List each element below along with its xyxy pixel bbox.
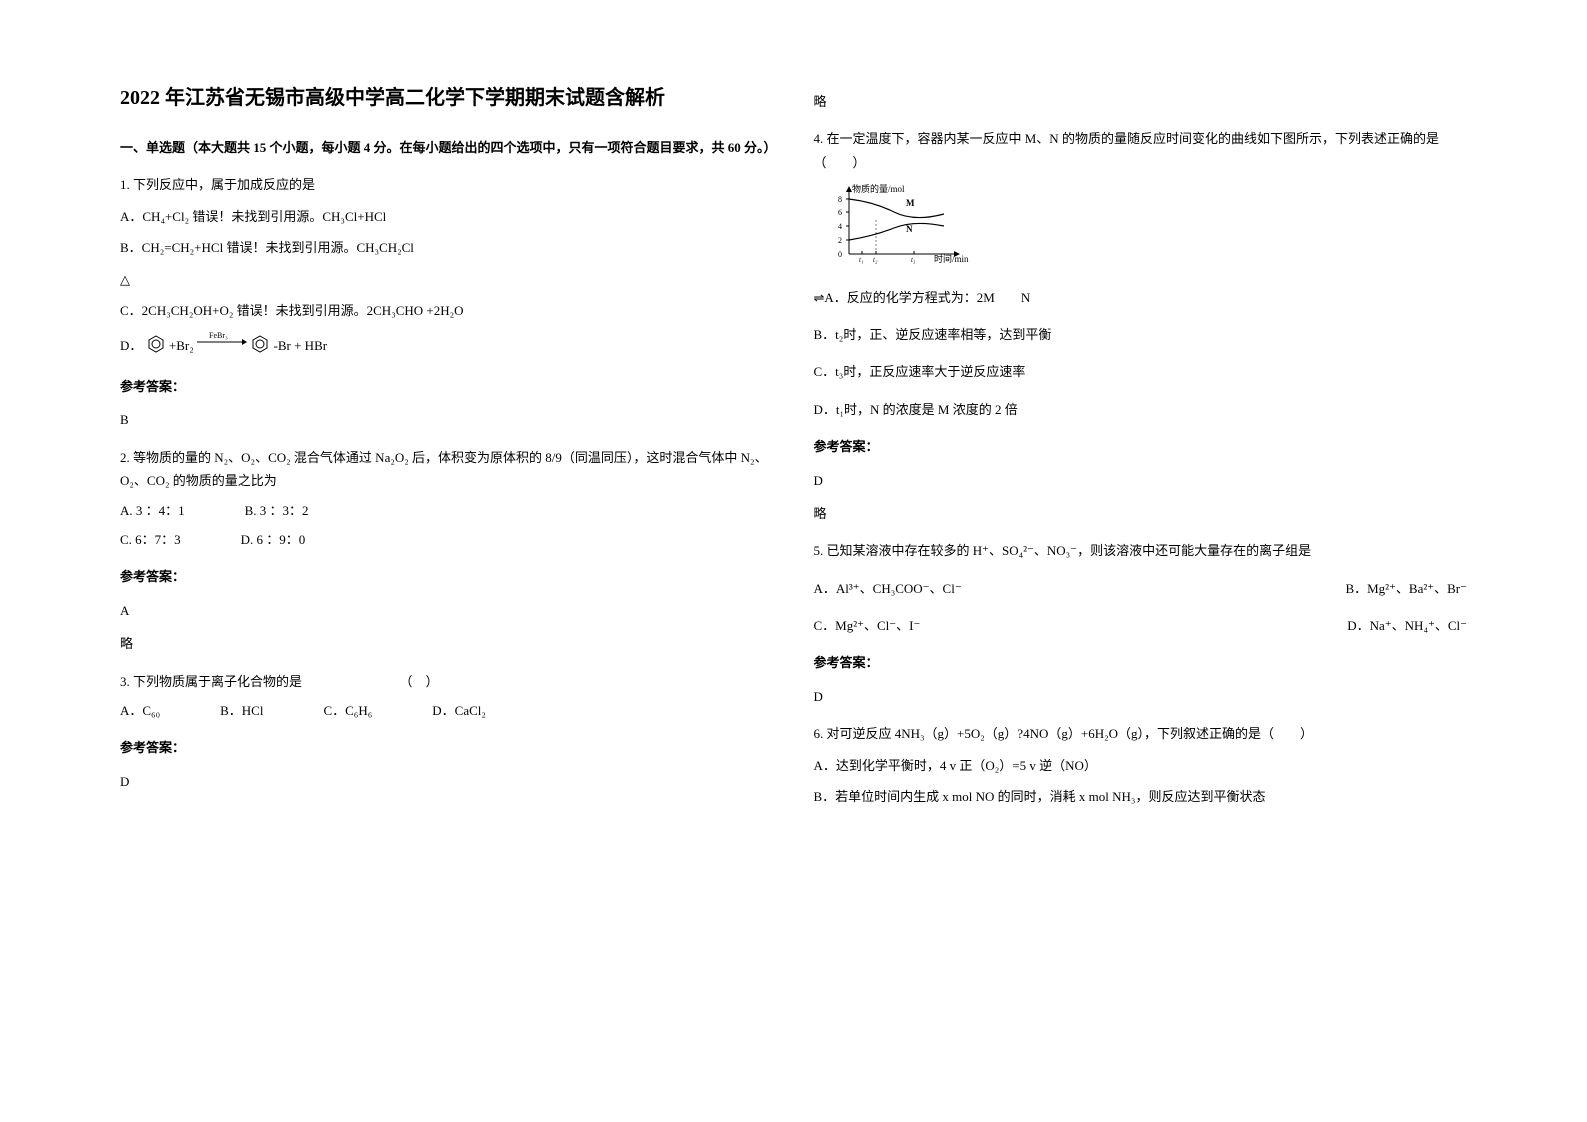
q6-optB: B．若单位时间内生成 x mol NO 的同时，消耗 x mol NH₃，则反应… (814, 785, 1468, 808)
page-title: 2022 年江苏省无锡市高级中学高二化学下学期期末试题含解析 (120, 80, 774, 116)
q3-optA: A．C₆₀ (120, 699, 160, 722)
q1-optD-prefix: D． (120, 338, 142, 353)
q4-optB: B．t₂时，正、逆反应速率相等，达到平衡 (814, 323, 1468, 346)
benzene-icon (146, 334, 166, 361)
svg-text:2: 2 (838, 236, 842, 245)
q1-optD-text2: -Br + HBr (274, 338, 328, 353)
q1-answer: B (120, 408, 774, 431)
section-header: 一、单选题（本大题共 15 个小题，每小题 4 分。在每小题给出的四个选项中，只… (120, 136, 774, 159)
q4-optC: C．t₃时，正反应速率大于逆反应速率 (814, 360, 1468, 383)
arrow-label: FeBr₃ (209, 331, 228, 340)
q2-stem: 2. 等物质的量的 N₂、O₂、CO₂ 混合气体通过 Na₂O₂ 后，体积变为原… (120, 446, 774, 493)
q4-optA: ⇌A．反应的化学方程式为：2M N (814, 286, 1468, 309)
svg-text:t₂: t₂ (873, 256, 878, 264)
q2-answer: A (120, 599, 774, 622)
svg-text:t₃: t₃ (911, 256, 916, 264)
answer-label: 参考答案： (120, 736, 774, 759)
answer-label: 参考答案： (814, 651, 1468, 674)
question-1: 1. 下列反应中，属于加成反应的是 A．CH₄+Cl₂ 错误！未找到引用源。CH… (120, 173, 774, 361)
question-2: 2. 等物质的量的 N₂、O₂、CO₂ 混合气体通过 Na₂O₂ 后，体积变为原… (120, 446, 774, 552)
arrow-icon: FeBr₃ (197, 338, 250, 353)
svg-text:时间/min: 时间/min (934, 253, 969, 264)
svg-text:6: 6 (838, 208, 842, 217)
q3-omit: 略 (814, 90, 1468, 113)
q4-stem: 4. 在一定温度下，容器内某一反应中 M、N 的物质的量随反应时间变化的曲线如下… (814, 127, 1468, 174)
svg-text:4: 4 (838, 222, 842, 231)
question-6: 6. 对可逆反应 4NH₃（g）+5O₂（g）?4NO（g）+6H₂O（g），下… (814, 722, 1468, 808)
q4-omit: 略 (814, 502, 1468, 525)
q5-stem: 5. 已知某溶液中存在较多的 H⁺、SO₄²⁻、NO₃⁻，则该溶液中还可能大量存… (814, 539, 1468, 562)
question-4: 4. 在一定温度下，容器内某一反应中 M、N 的物质的量随反应时间变化的曲线如下… (814, 127, 1468, 421)
answer-label: 参考答案： (120, 565, 774, 588)
q1-stem: 1. 下列反应中，属于加成反应的是 (120, 173, 774, 196)
q1-triangle: △ (120, 268, 774, 291)
q2-optB: B. 3 ：3：2 (245, 499, 309, 522)
q5-optC: C．Mg²⁺、Cl⁻、I⁻ (814, 614, 921, 637)
q2-omit: 略 (120, 632, 774, 655)
svg-text:t₁: t₁ (859, 256, 863, 264)
svg-text:8: 8 (838, 195, 842, 204)
svg-text:M: M (906, 198, 915, 208)
q1-optA: A．CH₄+Cl₂ 错误！未找到引用源。CH₃Cl+HCl (120, 205, 774, 228)
q2-optC: C. 6：7：3 (120, 528, 181, 551)
q5-optB: B．Mg²⁺、Ba²⁺、Br⁻ (1345, 577, 1467, 600)
left-column: 2022 年江苏省无锡市高级中学高二化学下学期期末试题含解析 一、单选题（本大题… (100, 80, 794, 1042)
answer-label: 参考答案： (120, 375, 774, 398)
q1-optB: B．CH₂=CH₂+HCl 错误！未找到引用源。CH₃CH₂Cl (120, 236, 774, 259)
q1-optC: C．2CH₃CH₂OH+O₂ 错误！未找到引用源。2CH₃CHO +2H₂O (120, 299, 774, 322)
q6-stem: 6. 对可逆反应 4NH₃（g）+5O₂（g）?4NO（g）+6H₂O（g），下… (814, 722, 1468, 745)
q3-optC: C．C₆H₆ (323, 699, 372, 722)
q4-optD: D．t₁时，N 的浓度是 M 浓度的 2 倍 (814, 398, 1468, 421)
q5-optD: D．Na⁺、NH₄⁺、Cl⁻ (1347, 614, 1467, 637)
q2-optD: D. 6 ：9：0 (241, 528, 306, 551)
q4-answer: D (814, 469, 1468, 492)
q6-optA: A．达到化学平衡时，4 v 正（O₂）=5 v 逆（NO） (814, 754, 1468, 777)
svg-text:物质的量/mol: 物质的量/mol (852, 184, 905, 194)
q5-answer: D (814, 685, 1468, 708)
answer-label: 参考答案： (814, 435, 1468, 458)
q2-optA: A. 3 ：4：1 (120, 499, 185, 522)
q3-optB: B．HCl (220, 699, 263, 722)
q3-stem: 3. 下列物质属于离子化合物的是 （ ） (120, 670, 774, 693)
q1-optD: D． +Br₂ FeBr₃ -B (120, 330, 774, 361)
benzene-icon (250, 334, 270, 361)
question-5: 5. 已知某溶液中存在较多的 H⁺、SO₄²⁻、NO₃⁻，则该溶液中还可能大量存… (814, 539, 1468, 637)
svg-text:0: 0 (838, 250, 842, 259)
q5-optA: A．Al³⁺、CH₃COO⁻、Cl⁻ (814, 577, 962, 600)
q3-answer: D (120, 770, 774, 793)
question-3: 3. 下列物质属于离子化合物的是 （ ） A．C₆₀ B．HCl C．C₆H₆ … (120, 670, 774, 723)
right-column: 略 4. 在一定温度下，容器内某一反应中 M、N 的物质的量随反应时间变化的曲线… (794, 80, 1488, 1042)
svg-text:N: N (906, 224, 913, 234)
q1-optD-text1: +Br₂ (169, 338, 194, 353)
q3-optD: D．CaCl₂ (432, 699, 486, 722)
q4-chart: 物质的量/mol 时间/min 8 6 4 2 0 t₁ t₂ t₃ M N (834, 184, 1468, 271)
